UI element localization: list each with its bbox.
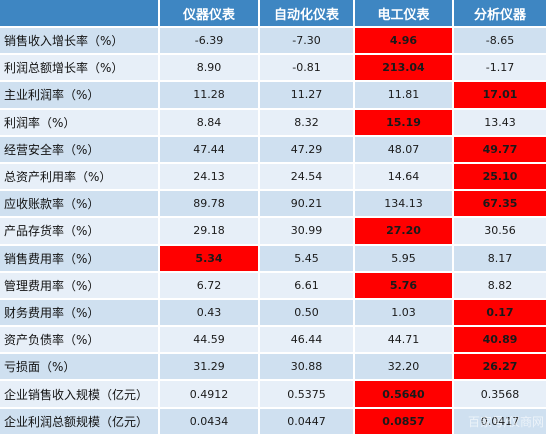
table-cell: 0.0417 (454, 408, 548, 436)
table-cell: 5.45 (260, 245, 355, 273)
table-cell: 11.28 (160, 82, 260, 110)
table-cell: 6.61 (260, 272, 355, 300)
table-cell: 17.01 (454, 82, 548, 110)
table-body: 销售收入增长率（%） -6.39 -7.30 4.96 -8.65 利润总额增长率（%） 8… (0, 28, 548, 436)
row-label: 应收账款率（%） (0, 191, 160, 219)
table-row: 产品存货率（%） 29.18 30.99 27.20 30.56 (0, 218, 548, 246)
header-row: 仪器仪表 自动化仪表 电工仪表 分析仪器 (0, 0, 548, 28)
table-cell: 0.50 (260, 299, 355, 328)
table-cell: -6.39 (160, 28, 260, 56)
row-label: 销售收入增长率（%） (0, 28, 160, 56)
table-cell: -8.65 (454, 28, 548, 56)
row-label: 管理费用率（%） (0, 272, 160, 300)
table-cell: 90.21 (260, 191, 355, 219)
column-header: 仪器仪表 (160, 0, 260, 28)
row-label: 企业销售收入规模（亿元） (0, 381, 160, 409)
row-label: 企业利润总额规模（亿元） (0, 408, 160, 436)
table-cell: 8.17 (454, 245, 548, 273)
row-label: 销售费用率（%） (0, 245, 160, 273)
table-cell: 8.84 (160, 109, 260, 137)
table-row: 销售收入增长率（%） -6.39 -7.30 4.96 -8.65 (0, 28, 548, 56)
table-cell: 29.18 (160, 218, 260, 246)
row-label: 亏损面（%） (0, 354, 160, 382)
table-cell: 5.76 (355, 272, 454, 300)
table-cell: 13.43 (454, 109, 548, 137)
table-cell: 44.71 (355, 327, 454, 355)
row-label: 主业利润率（%） (0, 82, 160, 110)
table-cell: 31.29 (160, 354, 260, 382)
table-cell: 47.29 (260, 136, 355, 164)
column-header: 电工仪表 (355, 0, 454, 28)
table-cell: -0.81 (260, 55, 355, 83)
table-cell: 6.72 (160, 272, 260, 300)
table-row: 利润总额增长率（%） 8.90 -0.81 213.04 -1.17 (0, 55, 548, 83)
table-cell: 0.0434 (160, 408, 260, 436)
table-cell: 0.5375 (260, 381, 355, 409)
table-cell: 1.03 (355, 299, 454, 328)
table-cell: -7.30 (260, 28, 355, 56)
table-cell: 0.0447 (260, 408, 355, 436)
row-label: 经营安全率（%） (0, 136, 160, 164)
table-row: 企业销售收入规模（亿元） 0.4912 0.5375 0.5640 0.3568 (0, 381, 548, 409)
table-cell: 30.88 (260, 354, 355, 382)
table-cell: 134.13 (355, 191, 454, 219)
table-row: 资产负债率（%） 44.59 46.44 44.71 40.89 (0, 327, 548, 355)
table-cell: 0.4912 (160, 381, 260, 409)
row-label: 总资产利用率（%） (0, 163, 160, 192)
table-row: 亏损面（%） 31.29 30.88 32.20 26.27 (0, 354, 548, 382)
column-header: 自动化仪表 (260, 0, 355, 28)
table-cell: 24.54 (260, 163, 355, 192)
table-row: 财务费用率（%） 0.43 0.50 1.03 0.17 (0, 299, 548, 328)
table-cell: 0.3568 (454, 381, 548, 409)
header-corner (0, 0, 160, 28)
table-cell: 44.59 (160, 327, 260, 355)
table-cell: 0.5640 (355, 381, 454, 409)
table-cell: 8.82 (454, 272, 548, 300)
table-cell: 67.35 (454, 191, 548, 219)
table-cell: 8.32 (260, 109, 355, 137)
table-cell: 11.27 (260, 82, 355, 110)
table-cell: 4.96 (355, 28, 454, 56)
table-row: 销售费用率（%） 5.34 5.45 5.95 8.17 (0, 245, 548, 273)
table-cell: 26.27 (454, 354, 548, 382)
row-label: 财务费用率（%） (0, 299, 160, 328)
table-cell: 0.17 (454, 299, 548, 328)
row-label: 产品存货率（%） (0, 218, 160, 246)
table-row: 利润率（%） 8.84 8.32 15.19 13.43 (0, 109, 548, 137)
table-row: 主业利润率（%） 11.28 11.27 11.81 17.01 (0, 82, 548, 110)
table-row: 企业利润总额规模（亿元） 0.0434 0.0447 0.0857 0.0417 (0, 408, 548, 436)
table-row: 应收账款率（%） 89.78 90.21 134.13 67.35 (0, 191, 548, 219)
table-cell: 47.44 (160, 136, 260, 164)
row-label: 利润总额增长率（%） (0, 55, 160, 83)
table-cell: 89.78 (160, 191, 260, 219)
column-header: 分析仪器 (454, 0, 548, 28)
table-cell: 5.34 (160, 245, 260, 273)
table-row: 经营安全率（%） 47.44 47.29 48.07 49.77 (0, 136, 548, 164)
table-cell: 14.64 (355, 163, 454, 192)
table-cell: 30.56 (454, 218, 548, 246)
table-cell: 48.07 (355, 136, 454, 164)
table-cell: 8.90 (160, 55, 260, 83)
table-cell: 30.99 (260, 218, 355, 246)
table-cell: -1.17 (454, 55, 548, 83)
table-row: 总资产利用率（%） 24.13 24.54 14.64 25.10 (0, 163, 548, 192)
table-cell: 5.95 (355, 245, 454, 273)
table-cell: 0.0857 (355, 408, 454, 436)
table-cell: 0.43 (160, 299, 260, 328)
table-cell: 32.20 (355, 354, 454, 382)
table-cell: 27.20 (355, 218, 454, 246)
table-cell: 11.81 (355, 82, 454, 110)
table-cell: 25.10 (454, 163, 548, 192)
table-cell: 40.89 (454, 327, 548, 355)
table-row: 管理费用率（%） 6.72 6.61 5.76 8.82 (0, 272, 548, 300)
table-cell: 24.13 (160, 163, 260, 192)
table-cell: 15.19 (355, 109, 454, 137)
table-cell: 46.44 (260, 327, 355, 355)
table-cell: 49.77 (454, 136, 548, 164)
row-label: 资产负债率（%） (0, 327, 160, 355)
row-label: 利润率（%） (0, 109, 160, 137)
table-cell: 213.04 (355, 55, 454, 83)
